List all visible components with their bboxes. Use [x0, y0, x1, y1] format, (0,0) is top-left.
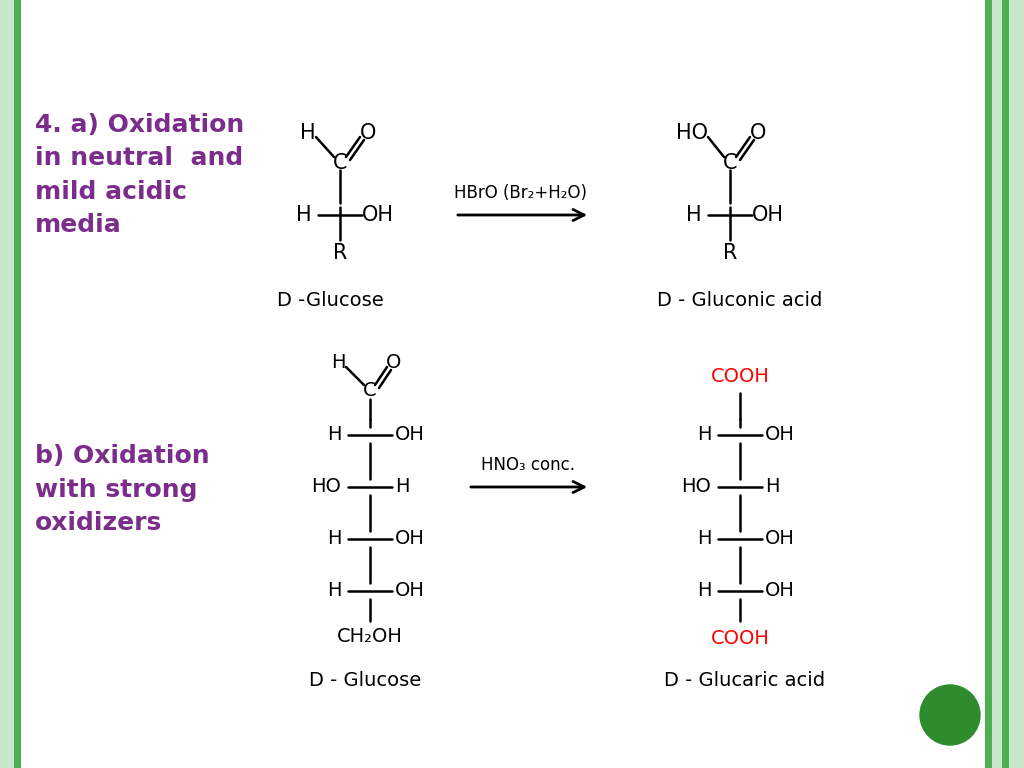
Text: H: H [300, 123, 315, 143]
Text: H: H [765, 478, 779, 496]
Bar [1009, 0, 1024, 768]
Text: H: H [696, 529, 712, 548]
Text: C: C [333, 153, 347, 173]
Text: OH: OH [362, 205, 394, 225]
Text: COOH: COOH [711, 630, 769, 648]
Text: D - Gluconic acid: D - Gluconic acid [657, 290, 822, 310]
Circle shape [920, 685, 980, 745]
Text: b) Oxidation
with strong
oxidizers: b) Oxidation with strong oxidizers [35, 445, 210, 535]
Text: OH: OH [395, 581, 425, 601]
Text: OH: OH [752, 205, 784, 225]
Text: H: H [296, 205, 312, 225]
Text: O: O [386, 353, 401, 372]
Bar [14, 0, 22, 768]
Text: H: H [394, 478, 410, 496]
Text: R: R [723, 243, 737, 263]
Text: HO: HO [311, 478, 341, 496]
Text: C: C [723, 153, 737, 173]
Text: H: H [686, 205, 701, 225]
Text: H: H [696, 425, 712, 445]
Text: OH: OH [395, 425, 425, 445]
Text: H: H [327, 425, 341, 445]
Text: HBrO (Br₂+H₂O): HBrO (Br₂+H₂O) [454, 184, 587, 202]
Text: OH: OH [395, 529, 425, 548]
Text: 4. a) Oxidation
in neutral  and
mild acidic
media: 4. a) Oxidation in neutral and mild acid… [35, 113, 245, 237]
Text: COOH: COOH [711, 368, 769, 386]
Bar [0, 0, 14, 768]
Text: OH: OH [765, 425, 795, 445]
Text: 22: 22 [936, 705, 965, 725]
Text: C: C [364, 382, 377, 400]
Text: D - Glucaric acid: D - Glucaric acid [665, 671, 825, 690]
Text: H: H [327, 529, 341, 548]
Bar [992, 0, 1002, 768]
Text: CH₂OH: CH₂OH [337, 627, 402, 647]
Bar [1002, 0, 1009, 768]
Text: H: H [696, 581, 712, 601]
Text: R: R [333, 243, 347, 263]
Bar [985, 0, 992, 768]
Text: O: O [750, 123, 766, 143]
Text: D -Glucose: D -Glucose [276, 290, 383, 310]
Text: H: H [327, 581, 341, 601]
Text: HO: HO [681, 478, 711, 496]
Text: OH: OH [765, 529, 795, 548]
Text: O: O [359, 123, 376, 143]
Text: OH: OH [765, 581, 795, 601]
Text: D - Glucose: D - Glucose [309, 671, 421, 690]
Text: HNO₃ conc.: HNO₃ conc. [481, 456, 575, 474]
Text: H: H [331, 353, 345, 372]
Text: HO: HO [676, 123, 708, 143]
